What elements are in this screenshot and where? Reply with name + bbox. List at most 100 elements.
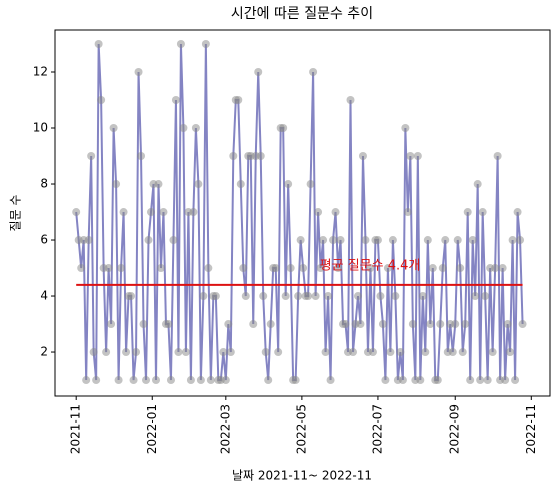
x-tick-label: 2022-03	[218, 404, 232, 454]
data-point	[466, 376, 475, 385]
data-point	[406, 152, 415, 161]
y-tick-label: 4	[40, 289, 48, 303]
data-point	[398, 376, 407, 385]
data-point	[441, 236, 450, 245]
data-point	[94, 40, 103, 49]
data-point	[498, 264, 507, 273]
data-point	[491, 264, 500, 273]
data-point	[453, 236, 462, 245]
data-point	[426, 320, 435, 329]
x-axis-label: 날짜 2021-11~ 2022-11	[232, 469, 372, 483]
data-point	[508, 236, 517, 245]
data-point	[401, 124, 410, 133]
data-point	[219, 348, 228, 357]
data-point	[294, 292, 303, 301]
data-point	[266, 320, 275, 329]
data-point	[361, 236, 370, 245]
data-point	[82, 376, 91, 385]
data-point	[104, 264, 113, 273]
data-point	[72, 208, 81, 217]
data-point	[473, 180, 482, 189]
data-point	[518, 320, 527, 329]
data-point	[353, 292, 362, 301]
x-tick-label: 2022-07	[370, 404, 384, 454]
data-point	[461, 320, 470, 329]
series-line	[75, 43, 524, 382]
data-point	[107, 320, 116, 329]
data-point	[87, 152, 96, 161]
data-point	[456, 264, 465, 273]
data-point	[341, 320, 350, 329]
data-point	[286, 264, 295, 273]
data-point	[264, 376, 273, 385]
x-tick-label: 2022-01	[145, 404, 159, 454]
data-point	[493, 152, 502, 161]
data-point	[433, 376, 442, 385]
data-point	[226, 348, 235, 357]
x-tick-label: 2022-05	[294, 404, 308, 454]
data-point	[186, 376, 195, 385]
data-point	[356, 320, 365, 329]
data-point	[296, 236, 305, 245]
data-point	[139, 320, 148, 329]
data-point	[171, 96, 180, 105]
y-axis-label: 질문 수	[9, 195, 23, 232]
data-point	[109, 124, 118, 133]
data-point	[117, 264, 126, 273]
data-point	[413, 152, 422, 161]
data-point	[154, 180, 163, 189]
data-point	[366, 264, 375, 273]
data-point	[204, 264, 213, 273]
data-point	[481, 292, 490, 301]
data-point	[129, 376, 138, 385]
data-point	[284, 180, 293, 189]
data-point	[516, 236, 525, 245]
data-point	[174, 348, 183, 357]
data-point	[331, 208, 340, 217]
data-point	[416, 376, 425, 385]
data-point	[304, 292, 313, 301]
data-point	[134, 68, 143, 77]
data-point	[368, 348, 377, 357]
data-point	[314, 208, 323, 217]
data-point	[428, 264, 437, 273]
data-point	[194, 180, 203, 189]
data-point	[418, 292, 427, 301]
data-point	[164, 320, 173, 329]
data-point	[378, 320, 387, 329]
data-point	[388, 236, 397, 245]
data-point	[513, 208, 522, 217]
data-point	[92, 376, 101, 385]
data-point	[281, 292, 290, 301]
data-point	[319, 236, 328, 245]
data-point	[254, 68, 263, 77]
data-point	[211, 292, 220, 301]
data-point	[144, 236, 153, 245]
data-point	[229, 152, 238, 161]
data-point	[274, 348, 283, 357]
data-point	[142, 376, 151, 385]
data-point	[334, 264, 343, 273]
data-point	[159, 208, 168, 217]
data-point	[176, 40, 185, 49]
data-point	[376, 292, 385, 301]
data-point	[326, 376, 335, 385]
data-point	[438, 264, 447, 273]
x-tick-label: 2022-11	[524, 404, 538, 454]
data-point	[196, 376, 205, 385]
data-point	[506, 348, 515, 357]
data-point	[316, 264, 325, 273]
data-point	[436, 320, 445, 329]
data-point	[271, 264, 280, 273]
data-point	[291, 376, 300, 385]
data-point	[458, 348, 467, 357]
data-point	[299, 264, 308, 273]
data-point	[112, 180, 121, 189]
chart-title: 시간에 따른 질문수 추이	[231, 6, 373, 22]
data-point	[199, 292, 208, 301]
data-point	[478, 208, 487, 217]
data-point	[179, 124, 188, 133]
data-point	[89, 348, 98, 357]
x-tick-label: 2022-09	[448, 404, 462, 454]
